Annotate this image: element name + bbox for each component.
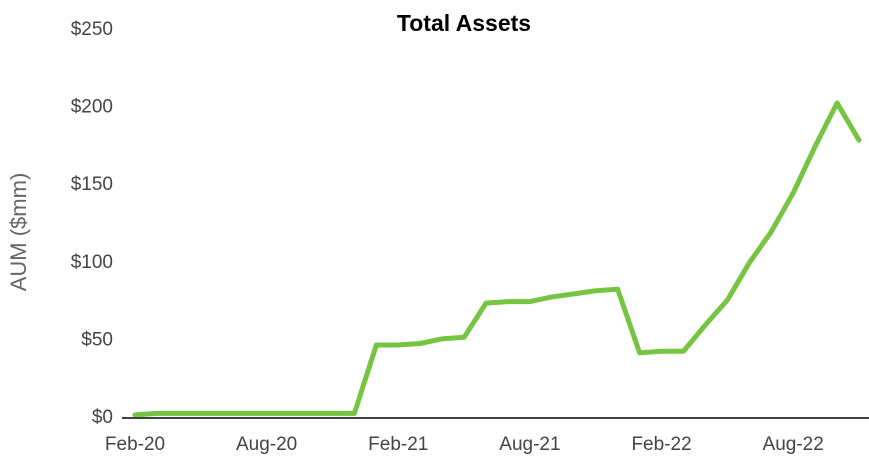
x-tick-label: Feb-20: [105, 434, 165, 455]
x-tick-label: Aug-20: [236, 434, 297, 455]
y-tick-label: $0: [92, 407, 113, 428]
x-tick-label: Aug-21: [499, 434, 560, 455]
chart-title: Total Assets: [397, 10, 531, 36]
y-axis-label: AUM ($mm): [6, 173, 31, 292]
y-tick-label: $150: [71, 174, 113, 195]
y-tick-label: $200: [71, 97, 113, 118]
x-tick-label: Feb-21: [368, 434, 428, 455]
x-tick-label: Aug-22: [763, 434, 824, 455]
y-tick-label: $100: [71, 252, 113, 273]
y-tick-label: $50: [81, 329, 113, 350]
y-tick-label: $250: [71, 19, 113, 40]
data-line: [132, 100, 862, 418]
x-tick-label: Feb-22: [631, 434, 691, 455]
